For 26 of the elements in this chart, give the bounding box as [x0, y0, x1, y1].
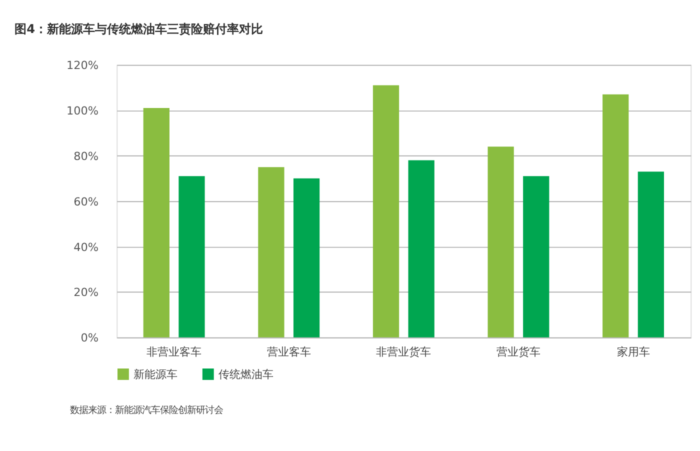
y-tick-label: 0%: [80, 332, 99, 345]
y-tick-label: 80%: [74, 150, 99, 163]
y-tick-label: 20%: [74, 286, 99, 300]
x-tick-label: 营业客车: [266, 346, 311, 359]
y-tick-label: 40%: [74, 240, 99, 254]
bar: [372, 85, 400, 338]
bar: [178, 176, 205, 338]
legend-label: 传统燃油车: [218, 368, 274, 381]
y-tick-label: 60%: [74, 195, 99, 208]
source-note: 数据来源：新能源汽车保险创新研讨会: [70, 405, 223, 416]
y-tick-label: 120%: [66, 59, 99, 72]
bar: [523, 176, 550, 338]
bar: [488, 146, 514, 338]
bar: [293, 178, 320, 338]
x-tick-label: 非营业客车: [146, 346, 202, 359]
bar: [258, 167, 284, 338]
bar: [143, 108, 170, 338]
x-tick-label: 营业货车: [496, 346, 540, 359]
bar: [638, 172, 664, 338]
chart-title: 图4：新能源车与传统燃油车三责险赔付率对比: [14, 22, 264, 36]
bar: [602, 94, 629, 338]
x-tick-label: 家用车: [616, 346, 650, 359]
x-tick-label: 非营业货车: [376, 346, 432, 359]
bar: [408, 160, 434, 338]
y-tick-label: 100%: [66, 104, 99, 118]
legend-label: 新能源车: [133, 368, 178, 381]
